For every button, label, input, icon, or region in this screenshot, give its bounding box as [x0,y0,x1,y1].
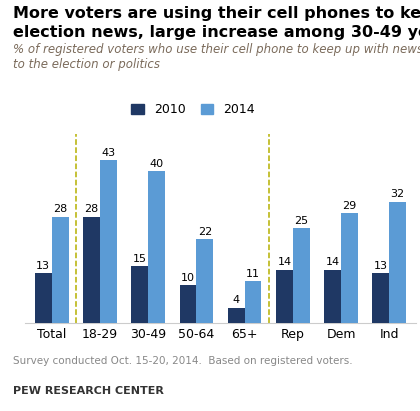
Text: More voters are using their cell phones to keep up with: More voters are using their cell phones … [13,6,420,21]
Text: 15: 15 [133,254,147,263]
Bar [35,273,52,323]
Text: 14: 14 [277,257,291,268]
Bar [373,273,389,323]
Text: 10: 10 [181,272,195,282]
Text: 29: 29 [342,201,357,211]
Text: 22: 22 [198,227,212,237]
Text: % of registered voters who use their cell phone to keep up with news related
to : % of registered voters who use their cel… [13,43,420,71]
Text: election news, large increase among 30-49 year olds: election news, large increase among 30-4… [13,25,420,39]
Text: 28: 28 [84,205,99,215]
Bar [324,270,341,323]
Bar [228,307,244,323]
Bar [52,217,68,323]
Text: 13: 13 [36,261,50,271]
Text: Survey conducted Oct. 15-20, 2014.  Based on registered voters.: Survey conducted Oct. 15-20, 2014. Based… [13,356,352,365]
Text: 13: 13 [374,261,388,271]
Bar [293,228,310,323]
Text: 14: 14 [326,257,340,268]
Text: 11: 11 [246,269,260,279]
Text: 43: 43 [101,148,116,158]
Bar [179,285,197,323]
Bar [244,281,262,323]
Bar [341,213,358,323]
Text: 4: 4 [233,295,240,305]
Bar [131,266,148,323]
Bar [148,171,165,323]
Text: PEW RESEARCH CENTER: PEW RESEARCH CENTER [13,386,163,396]
Text: 25: 25 [294,216,308,226]
Legend: 2010, 2014: 2010, 2014 [126,98,260,121]
Bar [100,160,117,323]
Text: 32: 32 [391,189,405,199]
Bar [276,270,293,323]
Text: 28: 28 [53,205,67,215]
Bar [197,240,213,323]
Bar [389,202,406,323]
Text: 40: 40 [150,159,164,169]
Bar [83,217,100,323]
